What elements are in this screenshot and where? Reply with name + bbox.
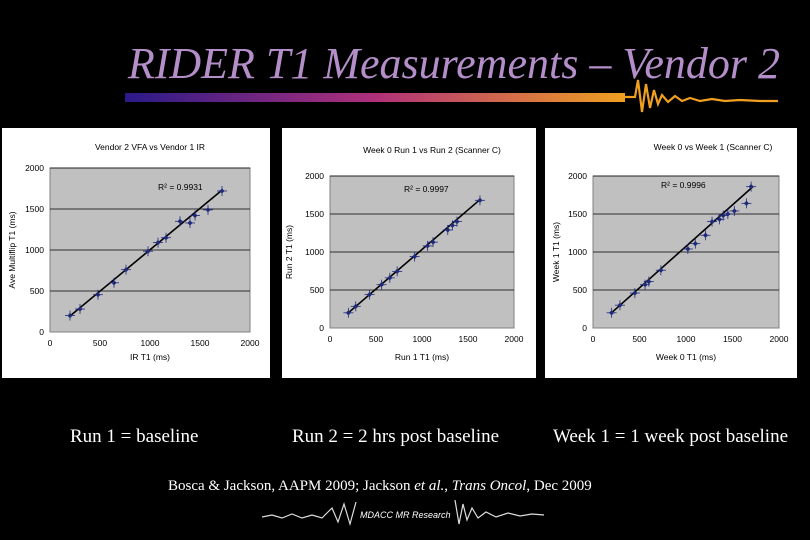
x-tick-label: 1000 (141, 338, 160, 348)
chart-panel-vendor: 0 500 1000 1500 2000 0 500 1000 1500 2000 Vendor 2… (2, 128, 270, 378)
r-squared-label: R² = 0.9997 (404, 184, 449, 194)
data-point (685, 246, 691, 252)
data-point (205, 207, 211, 213)
data-point (192, 212, 198, 219)
citation-journal: Trans Oncol (451, 478, 527, 494)
data-point (177, 218, 183, 224)
y-tick-label: 1500 (568, 209, 587, 219)
y-tick-label: 2000 (25, 163, 44, 173)
slide-title: RIDER T1 Measurements – Vendor 2 (127, 39, 780, 88)
chart-title: Week 0 Run 1 vs Run 2 (Scanner C) (363, 145, 501, 155)
citation-sep: , (444, 478, 452, 494)
data-point (111, 280, 117, 286)
citation-etal: et al. (414, 478, 445, 494)
x-axis-label: Week 0 T1 (ms) (656, 352, 716, 362)
y-tick-label: 1500 (25, 204, 44, 214)
y-tick-label: 2000 (305, 171, 324, 181)
x-tick-label: 1000 (677, 334, 696, 344)
x-tick-label: 2000 (505, 334, 524, 344)
y-tick-label: 500 (573, 285, 587, 295)
chart-title: Week 0 vs Week 1 (Scanner C) (654, 142, 773, 152)
scatter-chart-run: 0 500 1000 1500 2000 0 500 1000 1500 2000 Week 0 R… (284, 145, 524, 362)
data-point (725, 211, 731, 217)
data-point (702, 232, 709, 238)
y-tick-label: 0 (39, 327, 44, 337)
x-tick-label: 2000 (770, 334, 789, 344)
footer-logo: MDACC MR Research (360, 510, 451, 520)
y-tick-label: 1000 (25, 245, 44, 255)
x-tick-label: 1500 (191, 338, 210, 348)
chart-panel-week: 0 500 1000 1500 2000 0 500 1000 1500 2000 Week 0 v… (545, 128, 797, 378)
data-point (642, 282, 648, 288)
data-point (67, 313, 73, 319)
r-squared-label: R² = 0.9931 (158, 182, 203, 192)
x-axis-label: Run 1 T1 (ms) (395, 352, 449, 362)
y-tick-label: 1000 (568, 247, 587, 257)
data-point (366, 291, 373, 298)
data-point (187, 220, 193, 226)
x-tick-label: 1500 (459, 334, 478, 344)
data-point (123, 267, 129, 273)
x-tick-label: 2000 (241, 338, 260, 348)
y-tick-label: 500 (310, 285, 324, 295)
data-point (155, 240, 161, 246)
x-tick-label: 500 (93, 338, 107, 348)
y-axis-label: Week 1 T1 (ms) (551, 222, 561, 282)
data-point (617, 302, 623, 308)
scatter-chart-week: 0 500 1000 1500 2000 0 500 1000 1500 2000 Week 0 v… (551, 142, 789, 362)
x-tick-label: 500 (632, 334, 646, 344)
caption-week1: Week 1 = 1 week post baseline (553, 426, 789, 447)
y-tick-label: 2000 (568, 171, 587, 181)
data-point (731, 208, 737, 214)
chart-panel-run: 0 500 1000 1500 2000 0 500 1000 1500 2000 Week 0 R… (282, 128, 536, 378)
data-point (449, 222, 455, 228)
data-point (219, 188, 225, 194)
y-tick-label: 500 (30, 286, 44, 296)
scatter-chart-vendor: 0 500 1000 1500 2000 0 500 1000 1500 2000 Vendor 2… (7, 142, 260, 362)
data-point (145, 248, 151, 254)
data-point (95, 292, 101, 298)
y-tick-label: 0 (582, 323, 587, 333)
citation-text: Bosca & Jackson, AAPM 2009; Jackson (168, 478, 415, 494)
citation-date: , Dec 2009 (526, 478, 592, 494)
x-tick-label: 1000 (413, 334, 432, 344)
x-tick-label: 0 (591, 334, 596, 344)
x-tick-label: 0 (328, 334, 333, 344)
caption-run1: Run 1 = baseline (70, 426, 199, 447)
chart-title: Vendor 2 VFA vs Vendor 1 IR (95, 142, 205, 152)
y-tick-label: 0 (319, 323, 324, 333)
y-tick-label: 1500 (305, 209, 324, 219)
y-axis-label: Ave Multiflip T1 (ms) (7, 211, 17, 288)
y-tick-label: 1000 (305, 247, 324, 257)
y-axis-label: Run 2 T1 (ms) (284, 225, 294, 279)
x-tick-label: 500 (369, 334, 383, 344)
caption-run2: Run 2 = 2 hrs post baseline (292, 426, 500, 447)
data-point (445, 227, 451, 233)
x-tick-label: 1500 (723, 334, 742, 344)
citation: Bosca & Jackson, AAPM 2009; Jackson et a… (168, 478, 592, 495)
x-axis-label: IR T1 (ms) (130, 352, 170, 362)
x-tick-label: 0 (48, 338, 53, 348)
r-squared-label: R² = 0.9996 (661, 180, 706, 190)
data-point (378, 282, 385, 288)
data-point (163, 235, 169, 241)
